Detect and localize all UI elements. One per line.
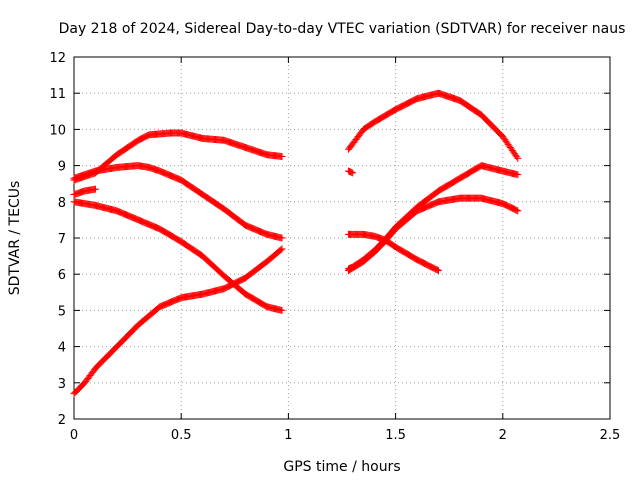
x-tick-label: 1.5 xyxy=(385,428,406,443)
series-track-9 xyxy=(344,194,522,275)
data-point xyxy=(514,207,522,215)
x-axis-label: GPS time / hours xyxy=(283,459,400,475)
series-track-1 xyxy=(70,129,286,184)
x-tick-label: 0 xyxy=(70,428,78,443)
data-point xyxy=(91,185,99,193)
data-point xyxy=(277,246,285,254)
data-point xyxy=(278,245,286,253)
y-tick-label: 7 xyxy=(58,232,66,247)
grid xyxy=(74,57,610,419)
x-tick-label: 2.5 xyxy=(600,428,621,443)
x-tick-label: 1 xyxy=(284,428,292,443)
series-track-5 xyxy=(70,245,286,398)
y-tick-label: 9 xyxy=(58,160,66,175)
data-point xyxy=(514,171,522,179)
data-point xyxy=(349,169,357,177)
chart-title: Day 218 of 2024, Sidereal Day-to-day VTE… xyxy=(59,21,626,37)
y-tick-label: 11 xyxy=(49,87,66,102)
y-tick-label: 5 xyxy=(58,304,66,319)
series-track-2 xyxy=(70,162,286,242)
axis-ticks: 0 0.5 1 1.5 2 2.5 2 3 4 5 6 7 8 9 10 11 12 xyxy=(49,51,620,443)
y-tick-label: 6 xyxy=(58,268,66,283)
data-point xyxy=(513,153,521,161)
series-track-6 xyxy=(344,89,522,162)
series-track-4 xyxy=(70,198,286,314)
data-point xyxy=(433,266,441,274)
x-tick-label: 0.5 xyxy=(171,428,192,443)
series-track-7 xyxy=(344,167,357,177)
series-track-10 xyxy=(344,230,442,275)
y-axis-label: SDTVAR / TECUs xyxy=(7,181,23,296)
data-point xyxy=(278,306,286,314)
data-point xyxy=(513,206,521,214)
y-tick-label: 10 xyxy=(49,123,66,138)
y-tick-label: 3 xyxy=(58,377,66,392)
y-tick-label: 2 xyxy=(58,413,66,428)
y-tick-label: 8 xyxy=(58,196,66,211)
data-point xyxy=(514,154,522,162)
series-track-3 xyxy=(70,185,99,199)
data-point xyxy=(434,267,442,275)
x-tick-label: 2 xyxy=(499,428,507,443)
data-points xyxy=(70,89,522,398)
y-tick-label: 12 xyxy=(49,51,66,66)
data-point xyxy=(278,234,286,242)
y-tick-label: 4 xyxy=(58,341,66,356)
data-point xyxy=(278,153,286,161)
